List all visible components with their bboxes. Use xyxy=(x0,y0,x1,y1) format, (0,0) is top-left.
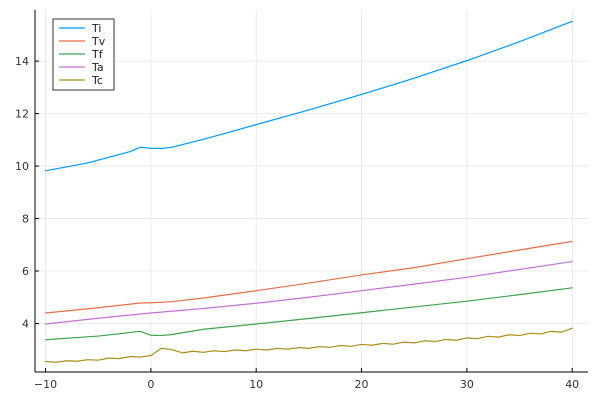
series-line-tv xyxy=(44,240,573,314)
legend-label: Tc xyxy=(91,74,103,87)
y-tick-label: 10 xyxy=(15,160,29,173)
legend-label: Tf xyxy=(91,48,104,61)
y-tick-label: 6 xyxy=(22,265,29,278)
x-tick-label: 10 xyxy=(249,378,263,391)
y-tick-label: 4 xyxy=(22,317,29,330)
series-line-ti xyxy=(44,20,573,172)
x-tick-label: 20 xyxy=(355,378,369,391)
y-axis-ticks: 4 6 8 10 12 14 xyxy=(15,55,39,330)
legend-label: Tv xyxy=(91,35,106,48)
axes xyxy=(34,10,588,373)
x-tick-label: −10 xyxy=(34,378,57,391)
series-lines xyxy=(44,20,573,363)
series-line-tc xyxy=(44,327,573,363)
x-tick-label: 40 xyxy=(565,378,579,391)
legend-label: Ti xyxy=(91,22,101,35)
y-tick-label: 8 xyxy=(22,213,29,226)
x-tick-label: 30 xyxy=(460,378,474,391)
x-tick-label: 0 xyxy=(147,378,154,391)
series-line-ta xyxy=(44,260,573,325)
grid xyxy=(35,10,588,372)
x-axis-ticks: −10 0 10 20 30 40 xyxy=(34,368,579,391)
legend-label: Ta xyxy=(91,61,104,74)
y-tick-label: 12 xyxy=(15,108,29,121)
series-line-tf xyxy=(44,287,573,341)
y-tick-label: 14 xyxy=(15,55,29,68)
